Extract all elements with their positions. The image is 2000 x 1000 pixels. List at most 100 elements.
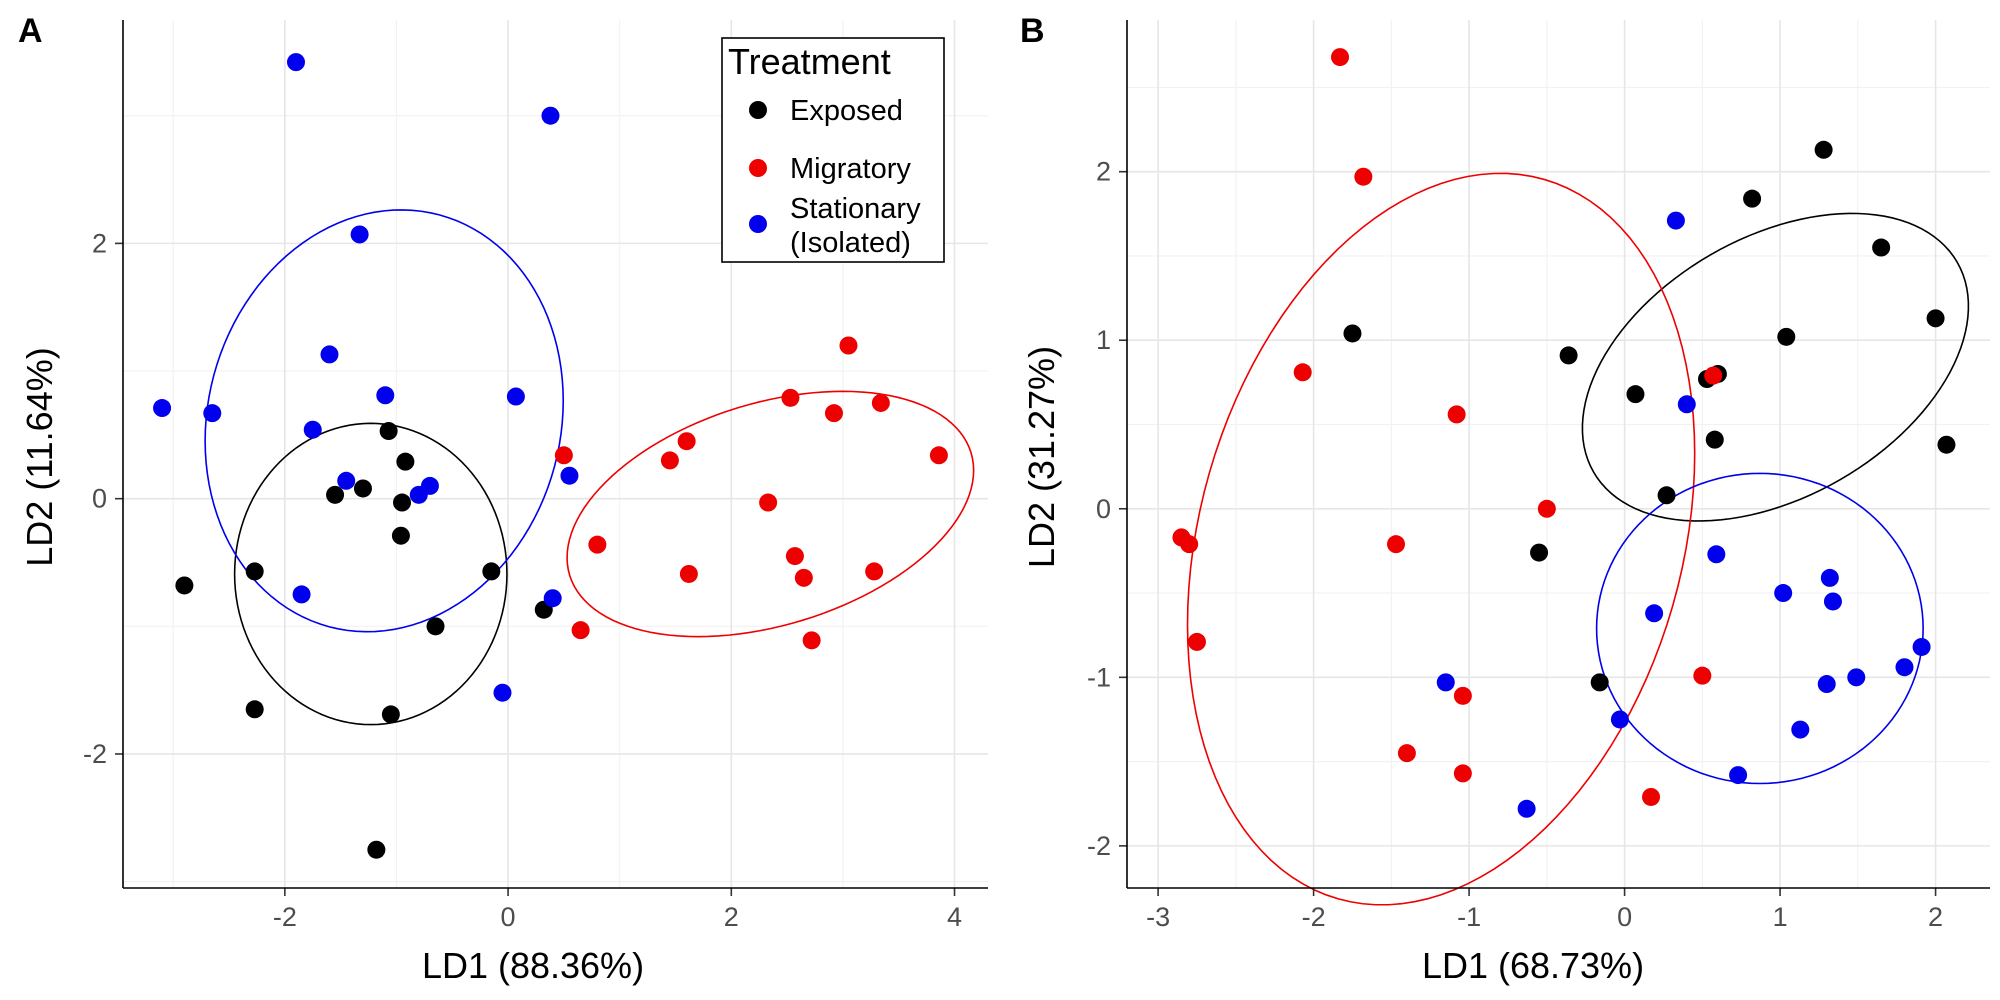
panel-a-x-tick-label: 4 (947, 902, 962, 932)
panel-b-ellipse-stationary (1595, 472, 1924, 785)
panel-a-point-stationary (560, 466, 579, 485)
panel-b-point-stationary (1895, 658, 1914, 677)
panel-b-point-migratory (1293, 363, 1312, 382)
legend-label-exposed: Exposed (790, 95, 903, 127)
panel-a-point-stationary (153, 399, 172, 418)
panel-a-axes (115, 20, 988, 896)
panel-b-point-migratory (1187, 632, 1206, 651)
panel-a-point-migratory (802, 631, 821, 650)
panel-a-point-stationary (287, 53, 305, 72)
panel-a-point-stationary (543, 589, 562, 608)
panel-a-point-migratory (865, 562, 884, 581)
panel-b-x-tick-label: -2 (1302, 902, 1326, 932)
panel-a-point-exposed (391, 526, 410, 545)
panel-b-point-stationary (1847, 668, 1866, 687)
panel-b-point-exposed (1814, 140, 1833, 159)
panel-a-point-exposed (379, 422, 398, 441)
panel-a-point-exposed (482, 562, 501, 581)
panel-b-x-tick-label: -3 (1146, 902, 1170, 932)
panel-a-y-axis-title: LD2 (11.64%) (19, 347, 60, 566)
panel-a-point-exposed (353, 479, 372, 498)
panel-a-point-migratory (794, 568, 813, 587)
panel-a-point-migratory (759, 493, 778, 512)
panel-b-y-tick-label: 1 (1096, 325, 1111, 355)
panel-a-tick-labels: -2 0 2 4 -2 0 2 (83, 228, 962, 932)
panel-a-y-tick-label: 0 (92, 484, 107, 514)
panel-b-x-tick-label: 0 (1617, 902, 1632, 932)
panel-b-point-exposed (1530, 543, 1549, 562)
panel-a-point-exposed (396, 452, 415, 471)
panel-b-ellipses (1186, 172, 1970, 906)
panel-b-point-exposed (1937, 435, 1956, 454)
panel-b-point-exposed (1343, 324, 1362, 343)
panel-a-point-exposed (381, 705, 400, 724)
panel-b-point-migratory (1537, 499, 1556, 518)
panel-b-point-migratory (1180, 535, 1199, 554)
panel-a-point-stationary (350, 225, 369, 244)
panel-b-point-stationary (1817, 675, 1836, 694)
panel-a: -2 0 2 4 -2 0 2 LD1 (88.36%) LD2 (11.64%) (19, 20, 988, 986)
panel-a-label: A (18, 12, 43, 50)
panel-b-point-migratory (1453, 764, 1472, 783)
legend-label-stationary-line2: (Isolated) (790, 227, 911, 259)
panel-a-point-migratory (781, 388, 800, 407)
panel-b-point-stationary (1666, 211, 1685, 230)
legend-key-stationary (749, 215, 767, 233)
panel-a-point-exposed (326, 485, 345, 504)
panel-a-point-migratory (571, 621, 590, 640)
panel-a-x-tick-label: 0 (501, 902, 516, 932)
panel-b-y-tick-label: -1 (1087, 662, 1111, 692)
panel-b-point-migratory (1397, 744, 1416, 763)
panel-a-point-migratory (660, 451, 679, 470)
panel-a-point-migratory (785, 547, 804, 566)
panel-b-point-migratory (1387, 535, 1406, 554)
legend-key-migratory (749, 159, 767, 177)
panel-b-point-stationary (1610, 710, 1629, 729)
panel-b-y-axis-title: LD2 (31.27%) (1021, 346, 1062, 568)
panel-b-x-tick-label: -1 (1457, 902, 1481, 932)
panel-b-point-exposed (1559, 346, 1578, 365)
panel-b-point-stationary (1707, 545, 1726, 564)
panel-b-point-stationary (1791, 720, 1810, 739)
panel-b-point-stationary (1677, 395, 1696, 414)
panel-a-y-tick-label: -2 (83, 739, 107, 769)
panel-b-point-stationary (1820, 568, 1839, 587)
panel-b-point-migratory (1447, 405, 1466, 424)
panel-b-x-tick-label: 1 (1773, 902, 1788, 932)
panel-a-point-migratory (554, 446, 573, 465)
panel-a-point-exposed (245, 700, 264, 719)
panel-b-points (1172, 48, 1956, 818)
panel-b-tick-labels: -3 -2 -1 0 1 2 -2 -1 0 1 2 (1087, 157, 1943, 932)
panel-a-point-migratory (679, 564, 698, 583)
panel-a-ellipse-stationary (204, 209, 565, 633)
panel-b-point-exposed (1743, 189, 1762, 208)
panel-b-grid (1127, 20, 1990, 888)
panel-a-point-exposed (393, 493, 412, 512)
panel-b-point-stationary (1517, 799, 1536, 818)
panel-a-point-exposed (367, 840, 386, 859)
panel-b-point-migratory (1331, 48, 1350, 67)
panel-b-point-exposed (1657, 486, 1676, 505)
legend-label-stationary-line1: Stationary (790, 193, 921, 225)
panel-b-point-exposed (1705, 430, 1724, 449)
legend-key-exposed (749, 101, 767, 119)
panel-b-x-tick-label: 2 (1928, 902, 1943, 932)
panel-a-point-stationary (303, 420, 322, 439)
panel-b-point-stationary (1823, 592, 1842, 611)
panel-b-ellipse-exposed (1581, 212, 1970, 522)
panel-b-point-stationary (1645, 604, 1664, 623)
panel-a-point-stationary (320, 345, 339, 364)
panel-a-point-exposed (175, 576, 194, 595)
panel-b-ellipse-migratory (1186, 172, 1696, 906)
panel-b-axes (1119, 20, 1990, 896)
panel-a-ellipse-exposed (233, 422, 508, 726)
panel-b-y-tick-label: 2 (1096, 157, 1111, 187)
panel-b: -3 -2 -1 0 1 2 -2 -1 0 1 2 LD1 (68.73%) LD2 (31.27… (1021, 20, 1990, 986)
panel-b-point-stationary (1729, 766, 1748, 785)
legend-title: Treatment (728, 41, 891, 82)
panel-a-x-tick-label: 2 (724, 902, 739, 932)
panel-a-point-stationary (203, 404, 222, 423)
panel-b-point-stationary (1436, 673, 1455, 692)
